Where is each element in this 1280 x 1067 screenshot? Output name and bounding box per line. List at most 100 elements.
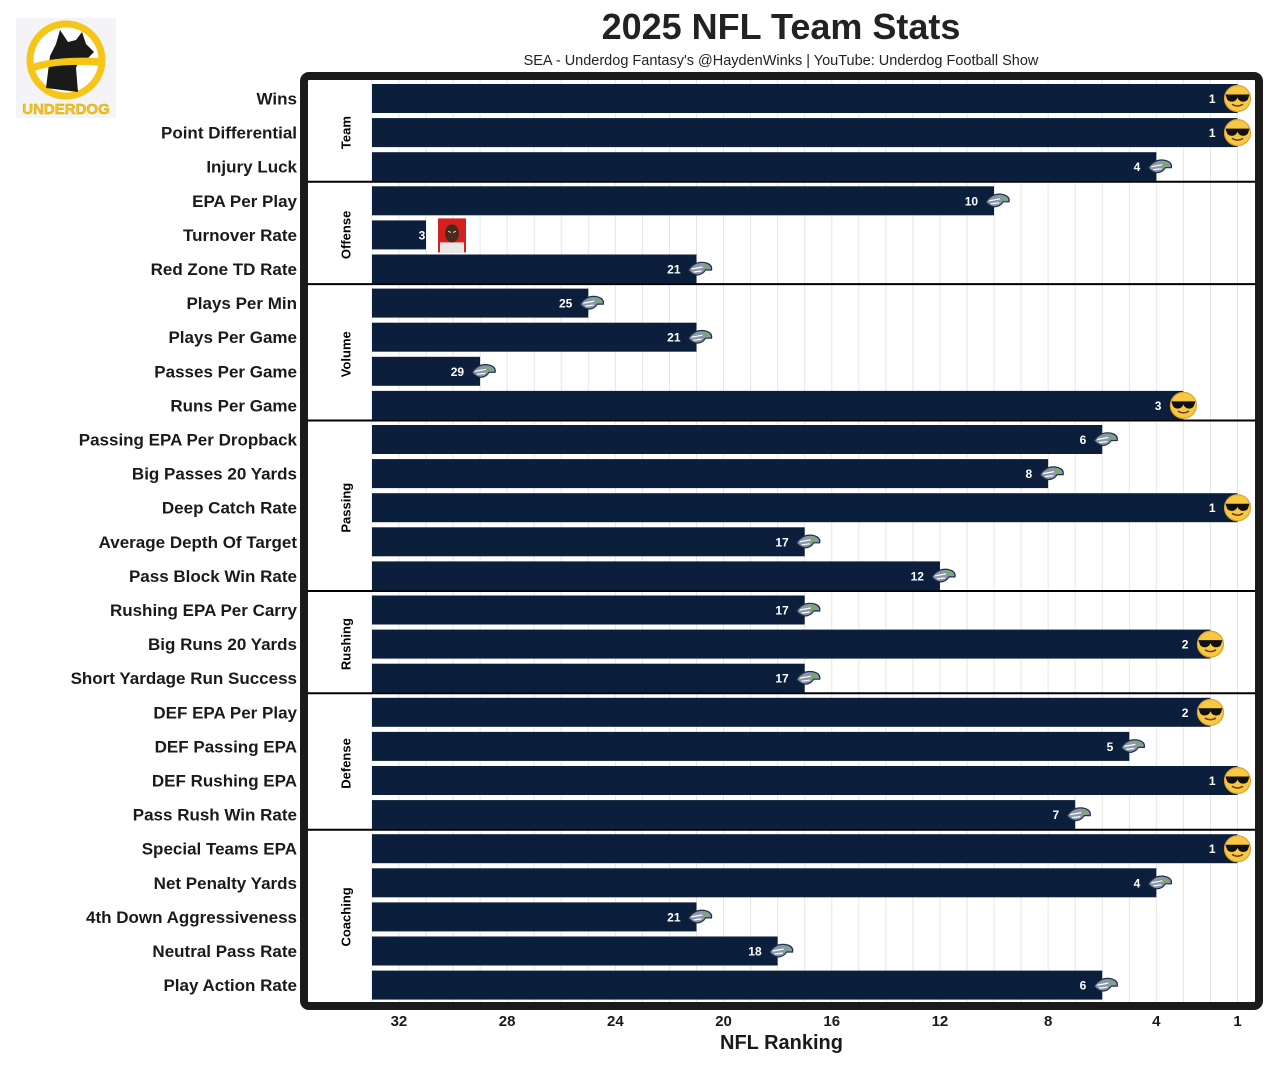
bar bbox=[372, 663, 805, 693]
seahawks-logo-icon bbox=[795, 670, 821, 685]
group-label-team: Team bbox=[338, 116, 353, 149]
row-label: 4th Down Aggressiveness bbox=[86, 908, 297, 927]
value-label: 18 bbox=[748, 945, 762, 959]
group-label-defense: Defense bbox=[338, 738, 353, 789]
seahawks-logo-icon bbox=[1066, 807, 1091, 822]
value-label: 17 bbox=[775, 535, 789, 549]
seahawks-logo-icon bbox=[1147, 159, 1173, 174]
row-label: Passes Per Game bbox=[154, 362, 297, 381]
bar bbox=[372, 629, 1211, 659]
markers bbox=[438, 84, 1252, 992]
bar bbox=[372, 868, 1157, 898]
x-tick-label: 4 bbox=[1152, 1013, 1161, 1030]
bar bbox=[372, 561, 940, 591]
x-tick-label: 28 bbox=[499, 1013, 516, 1030]
value-label: 1 bbox=[1209, 501, 1216, 515]
seahawks-logo-icon bbox=[795, 602, 821, 617]
value-label: 8 bbox=[1025, 467, 1032, 481]
bar bbox=[372, 356, 481, 386]
row-labels: Wins Point Differential Injury Luck EPA Per… bbox=[71, 90, 298, 996]
bar bbox=[372, 731, 1130, 761]
value-label: 1 bbox=[1209, 92, 1216, 106]
bar bbox=[372, 697, 1211, 727]
x-tick-label: 12 bbox=[932, 1013, 949, 1030]
seahawks-logo-icon bbox=[1039, 466, 1064, 481]
value-label: 1 bbox=[1209, 126, 1216, 140]
value-label: 4 bbox=[1134, 876, 1141, 890]
row-label: Rushing EPA Per Carry bbox=[110, 601, 298, 620]
row-label: Injury Luck bbox=[206, 158, 297, 177]
row-label: Red Zone TD Rate bbox=[151, 260, 297, 279]
x-tick-label: 16 bbox=[823, 1013, 840, 1030]
bar bbox=[372, 936, 778, 966]
underdog-logo: UNDERDOG bbox=[16, 18, 116, 118]
seahawks-logo-icon bbox=[1147, 875, 1173, 890]
sunglasses-emoji-icon bbox=[1196, 698, 1225, 726]
bar bbox=[372, 322, 697, 352]
row-label: Plays Per Game bbox=[168, 328, 297, 347]
bar bbox=[372, 527, 805, 557]
seahawks-logo-icon bbox=[1093, 432, 1118, 447]
bar bbox=[372, 970, 1103, 1000]
sunglasses-emoji-icon bbox=[1223, 119, 1252, 147]
group-label-passing: Passing bbox=[338, 483, 353, 533]
x-tick-label: 1 bbox=[1233, 1013, 1241, 1030]
row-label: Net Penalty Yards bbox=[154, 874, 297, 893]
bar bbox=[372, 595, 805, 625]
row-label: Neutral Pass Rate bbox=[152, 942, 297, 961]
row-label: Passing EPA Per Dropback bbox=[79, 431, 298, 450]
sunglasses-emoji-icon bbox=[1223, 766, 1252, 795]
seahawks-logo-icon bbox=[931, 568, 956, 583]
bar bbox=[372, 834, 1238, 864]
bar bbox=[372, 220, 426, 250]
row-label: Average Depth Of Target bbox=[99, 533, 298, 552]
value-label: 17 bbox=[775, 672, 789, 686]
seahawks-logo-icon bbox=[471, 364, 496, 378]
seahawks-logo-icon bbox=[1120, 739, 1146, 754]
bar bbox=[372, 493, 1238, 523]
value-label: 5 bbox=[1107, 740, 1114, 754]
group-label-rushing: Rushing bbox=[338, 618, 353, 670]
value-label: 1 bbox=[1209, 842, 1216, 856]
seahawks-logo-icon bbox=[579, 295, 605, 310]
value-label: 2 bbox=[1182, 706, 1189, 720]
value-label: 6 bbox=[1080, 433, 1087, 447]
seahawks-logo-icon bbox=[687, 909, 713, 924]
bar bbox=[372, 902, 697, 932]
seahawks-logo-icon bbox=[1093, 977, 1118, 992]
sunglasses-emoji-icon bbox=[1169, 391, 1198, 419]
value-label: 4 bbox=[1134, 160, 1141, 174]
value-label: 21 bbox=[667, 910, 681, 924]
row-label: Point Differential bbox=[161, 124, 297, 143]
value-label: 31 bbox=[419, 228, 433, 242]
value-label: 12 bbox=[911, 569, 925, 583]
row-label: Big Passes 20 Yards bbox=[132, 465, 297, 484]
row-label: Runs Per Game bbox=[170, 396, 297, 415]
value-label: 2 bbox=[1182, 638, 1189, 652]
value-label: 21 bbox=[667, 263, 681, 277]
bar bbox=[372, 390, 1184, 420]
x-tick-label: 20 bbox=[715, 1013, 732, 1030]
row-label: Big Runs 20 Yards bbox=[148, 635, 297, 654]
bars bbox=[372, 84, 1238, 1000]
bar bbox=[372, 459, 1049, 489]
chart-title: 2025 NFL Team Stats bbox=[601, 6, 961, 47]
row-label: EPA Per Play bbox=[192, 192, 297, 211]
x-axis-ticks: 32 28 24 20 16 12 8 4 1 bbox=[391, 1013, 1242, 1030]
value-label: 10 bbox=[965, 194, 979, 208]
row-label: Pass Rush Win Rate bbox=[133, 806, 297, 825]
logo-text: UNDERDOG bbox=[22, 101, 110, 118]
bar bbox=[372, 254, 697, 284]
crying-face-photo-icon bbox=[438, 218, 466, 253]
value-label: 3 bbox=[1155, 399, 1162, 413]
bar bbox=[372, 800, 1076, 830]
bar bbox=[372, 84, 1238, 113]
x-tick-label: 32 bbox=[391, 1013, 408, 1030]
bar bbox=[372, 186, 995, 216]
value-label: 17 bbox=[775, 604, 789, 618]
seahawks-logo-icon bbox=[687, 261, 713, 276]
value-label: 29 bbox=[451, 365, 465, 379]
row-label: Short Yardage Run Success bbox=[71, 669, 297, 688]
row-label: Play Action Rate bbox=[163, 976, 297, 995]
